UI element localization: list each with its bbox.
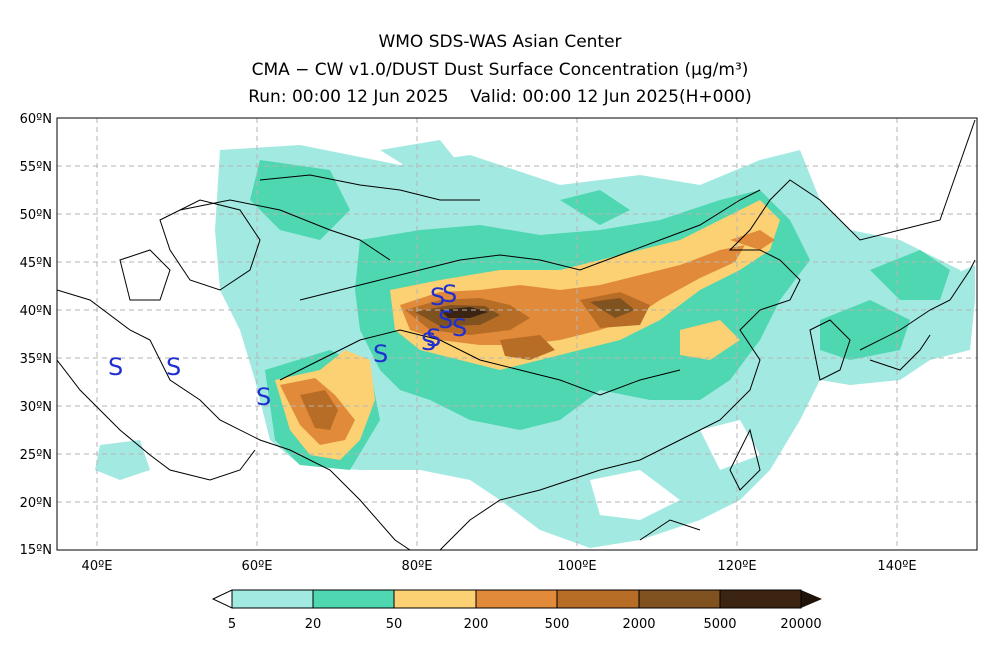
lat-label: 50ºN (20, 208, 52, 223)
lat-label: 35ºN (20, 352, 52, 367)
chart-subtitle: CMA − CW v1.0/DUST Dust Surface Concentr… (251, 60, 749, 80)
colorbar-label: 5 (228, 617, 236, 632)
dust-storm-marker: S (442, 280, 457, 308)
dust-storm-marker: S (256, 383, 271, 411)
lon-label: 100ºE (557, 559, 596, 574)
graticule (57, 118, 977, 550)
lon-label: 80ºE (402, 559, 433, 574)
colorbar-swatch (720, 590, 801, 608)
dust-storm-marker: S (108, 353, 123, 381)
lon-label: 60ºE (242, 559, 273, 574)
colorbar-swatch (639, 590, 720, 608)
dust-storm-marker: S (421, 328, 436, 356)
colorbar-dividers (312, 590, 721, 608)
dust-storm-marker: S (452, 314, 467, 342)
colorbar-swatch (313, 590, 394, 608)
lat-label: 15ºN (20, 543, 52, 558)
colorbar-swatch (557, 590, 639, 608)
lon-label: 40ºE (82, 559, 113, 574)
lon-axis: 40ºE 60ºE 80ºE 100ºE 120ºE 140ºE (82, 559, 917, 574)
dust-field (95, 140, 975, 548)
dust-storm-marker: S (166, 353, 181, 381)
colorbar-label: 20 (305, 617, 322, 632)
map-frame (56, 117, 978, 551)
dust-storm-marker: S (426, 324, 441, 352)
lon-label: 140ºE (877, 559, 916, 574)
lat-label: 45ºN (20, 256, 52, 271)
lat-label: 60ºN (20, 112, 52, 127)
colorbar: 5 20 50 200 500 2000 5000 20000 (211, 589, 822, 632)
dust-storm-symbols: S S S S S S S S S S (108, 280, 467, 411)
lat-label: 55ºN (20, 160, 52, 175)
colorbar-label: 2000 (622, 617, 655, 632)
coastlines (57, 119, 976, 550)
colorbar-swatch (476, 590, 557, 608)
chart-title: WMO SDS-WAS Asian Center (378, 32, 622, 52)
lat-label: 40ºN (20, 304, 52, 319)
dust-storm-marker: S (373, 340, 388, 368)
colorbar-swatch (232, 590, 313, 608)
colorbar-label: 500 (545, 617, 570, 632)
colorbar-high-extend (801, 590, 822, 608)
lat-label: 25ºN (20, 448, 52, 463)
lon-label: 120ºE (717, 559, 756, 574)
colorbar-swatch (394, 590, 476, 608)
colorbar-label: 50 (386, 617, 403, 632)
colorbar-label: 20000 (780, 617, 821, 632)
colorbar-label: 5000 (703, 617, 736, 632)
colorbar-frame (231, 589, 802, 609)
lat-axis: 60ºN 55ºN 50ºN 45ºN 40ºN 35ºN 30ºN 25ºN … (20, 112, 52, 558)
colorbar-low-extend (211, 589, 233, 609)
colorbar-label: 200 (464, 617, 489, 632)
run-valid-time: Run: 00:00 12 Jun 2025 Valid: 00:00 12 J… (248, 87, 752, 107)
lat-label: 20ºN (20, 496, 52, 511)
dust-storm-marker: S (438, 306, 453, 334)
lat-label: 30ºN (20, 400, 52, 415)
dust-storm-marker: S (430, 283, 445, 311)
